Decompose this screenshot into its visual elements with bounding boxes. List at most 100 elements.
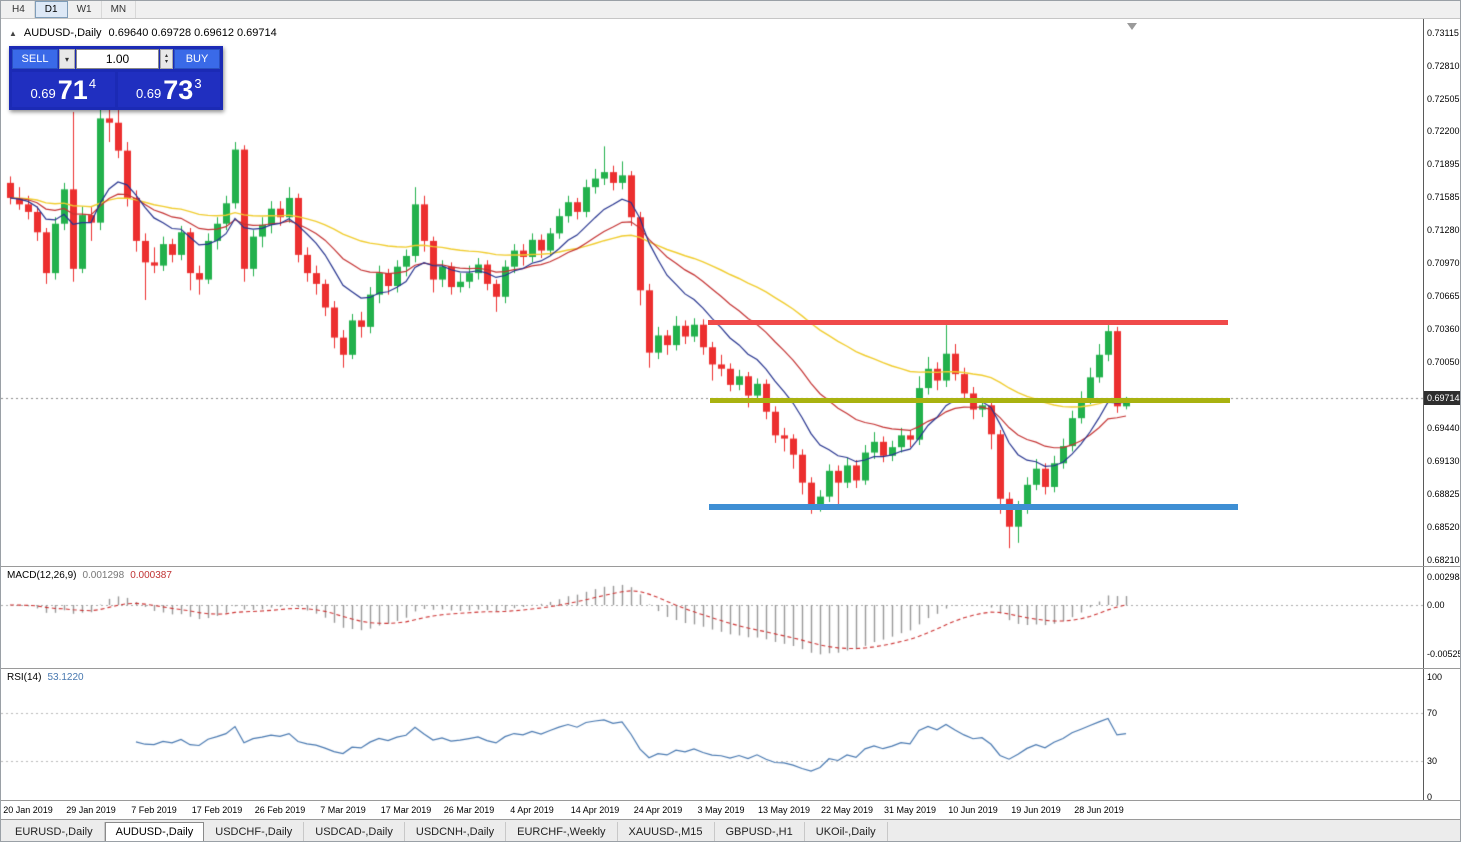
rsi-axis-tick: 100 (1427, 672, 1443, 682)
price-tick: 0.70360 (1427, 324, 1460, 334)
rsi-axis-tick: 0 (1427, 792, 1433, 802)
price-tick: 0.73115 (1427, 28, 1459, 38)
price-tick: 0.70665 (1427, 291, 1460, 302)
rsi-value: 53.1220 (47, 672, 84, 683)
volume-input[interactable] (76, 49, 159, 69)
macd-value-signal: 0.000387 (130, 570, 172, 581)
macd-axis-tick: 0.002984 (1427, 572, 1461, 582)
macd-value-main: 0.001298 (82, 570, 125, 581)
panel-divider[interactable] (1, 566, 1460, 567)
sell-price-sup: 4 (88, 76, 97, 91)
timeframe-button-h4[interactable]: H4 (3, 1, 35, 18)
price-axis[interactable]: 0.69714 0.73115 0.72810 0.72505 0.72200 0.71… (1423, 19, 1460, 566)
chart-ohlc-values: 0.69640 0.69728 0.69612 0.69714 (108, 27, 277, 39)
chevron-down-icon: ▾ (64, 54, 69, 64)
rsi-chart-canvas[interactable] (1, 669, 1423, 800)
date-label: 24 Apr 2019 (633, 805, 683, 815)
sell-price-display: 0.69 71 4 (12, 72, 115, 107)
buy-price-big: 73 (163, 75, 194, 105)
price-tick: 0.68210 (1427, 555, 1460, 565)
date-label: 20 Jan 2019 (3, 805, 53, 815)
date-label: 3 May 2019 (697, 805, 745, 815)
macd-axis-tick: 0.00 (1427, 600, 1445, 610)
pivot-line-olive[interactable] (710, 398, 1231, 404)
date-label: 19 Jun 2019 (1011, 805, 1061, 815)
trade-panel-prices: 0.69 71 4 0.69 73 3 (12, 72, 220, 107)
date-label: 26 Mar 2019 (443, 805, 495, 815)
date-label: 29 Jan 2019 (66, 805, 116, 815)
timeframe-toolbar: H4 D1 W1 MN (1, 1, 1460, 19)
rsi-name: RSI(14) (7, 672, 42, 683)
sell-price-big: 71 (57, 75, 88, 105)
sell-price-prefix: 0.69 (30, 86, 56, 101)
price-tick: 0.71280 (1427, 225, 1460, 236)
date-label: 22 May 2019 (820, 805, 874, 815)
timeframe-button-mn[interactable]: MN (102, 1, 137, 18)
shift-marker[interactable] (1127, 23, 1137, 30)
date-label: 13 May 2019 (757, 805, 811, 815)
timeframe-button-w1[interactable]: W1 (68, 1, 102, 18)
support-line-blue[interactable] (709, 503, 1238, 510)
resistance-line-red[interactable] (707, 319, 1228, 325)
price-tick: 0.70050 (1427, 357, 1460, 368)
macd-axis: 0.002984 0.00 -0.005256 (1423, 567, 1461, 668)
buy-price-sup: 3 (194, 76, 202, 91)
volume-dropdown-button[interactable]: ▾ (59, 49, 75, 69)
macd-axis-tick: -0.005256 (1427, 649, 1460, 660)
sell-button[interactable]: SELL (12, 49, 58, 69)
main-chart-panel: ▲ AUDUSD-,Daily 0.69640 0.69728 0.69612 … (1, 19, 1423, 566)
date-label: 31 May 2019 (883, 805, 937, 815)
buy-button[interactable]: BUY (174, 49, 220, 69)
chart-symbol-label: AUDUSD-,Daily (23, 27, 102, 39)
one-click-trade-panel: SELL ▾ ▴ ▾ BUY 0.69 71 4 0.69 73 3 (9, 46, 223, 110)
price-tick: 0.71895 (1427, 159, 1460, 170)
macd-chart-canvas[interactable] (1, 567, 1423, 668)
date-label: 4 Apr 2019 (510, 805, 554, 815)
price-tick: 0.72505 (1427, 93, 1460, 104)
date-label: 14 Apr 2019 (570, 805, 620, 815)
current-price-badge: 0.69714 (1424, 391, 1460, 406)
timeframe-button-d1[interactable]: D1 (34, 1, 68, 18)
price-tick: 0.71585 (1427, 192, 1460, 203)
rsi-panel: RSI(14) 53.1220 (1, 669, 1423, 800)
candlestick-chart-canvas[interactable] (1, 19, 1423, 566)
panel-divider[interactable] (1, 668, 1460, 669)
volume-stepper[interactable]: ▴ ▾ (160, 49, 173, 69)
date-label: 7 Mar 2019 (320, 805, 366, 815)
macd-name: MACD(12,26,9) (7, 570, 77, 581)
buy-price-prefix: 0.69 (135, 86, 162, 101)
tab-audusd-daily[interactable]: AUDUSD-,Daily (104, 821, 205, 841)
tab-usdcnh-daily[interactable]: USDCNH-,Daily (405, 821, 507, 841)
tab-eurchf-weekly[interactable]: EURCHF-,Weekly (506, 821, 618, 841)
tab-xauusd-m15[interactable]: XAUUSD-,M15 (618, 821, 715, 841)
rsi-axis-tick: 30 (1427, 756, 1438, 766)
date-label: 7 Feb 2019 (131, 805, 177, 815)
tab-usdchf-daily[interactable]: USDCHF-,Daily (204, 821, 305, 841)
rsi-label: RSI(14) 53.1220 (7, 672, 84, 683)
panel-divider (1, 800, 1460, 801)
macd-panel: MACD(12,26,9) 0.001298 0.000387 (1, 567, 1423, 668)
date-label: 17 Mar 2019 (380, 805, 432, 815)
chart-icon: ▲ (9, 28, 17, 38)
tab-gbpusd-h1[interactable]: GBPUSD-,H1 (715, 821, 805, 841)
chart-quote-header: ▲ AUDUSD-,Daily 0.69640 0.69728 0.69612 … (9, 27, 277, 39)
tab-ukoil-daily[interactable]: UKOil-,Daily (805, 821, 888, 841)
price-tick: 0.72200 (1427, 126, 1460, 137)
date-axis[interactable]: 20 Jan 2019 29 Jan 2019 7 Feb 2019 17 Feb 2… (1, 801, 1460, 819)
date-label: 10 Jun 2019 (948, 805, 998, 815)
price-tick: 0.70970 (1427, 258, 1460, 269)
buy-price-display: 0.69 73 3 (117, 72, 220, 107)
price-tick: 0.68520 (1427, 521, 1460, 532)
rsi-axis-tick: 70 (1427, 708, 1438, 718)
tab-eurusd-daily[interactable]: EURUSD-,Daily (4, 821, 105, 841)
date-label: 28 Jun 2019 (1074, 805, 1124, 815)
price-tick: 0.72810 (1427, 60, 1460, 71)
tab-usdcad-daily[interactable]: USDCAD-,Daily (304, 821, 405, 841)
price-tick: 0.69130 (1427, 456, 1460, 467)
price-tick: 0.68825 (1427, 488, 1460, 499)
price-tick: 0.69440 (1427, 422, 1460, 433)
rsi-axis: 100 70 30 0 (1423, 669, 1460, 802)
trade-panel-controls: SELL ▾ ▴ ▾ BUY (12, 49, 220, 69)
chart-tab-bar: EURUSD-,Daily AUDUSD-,Daily USDCHF-,Daily U… (1, 819, 1460, 841)
